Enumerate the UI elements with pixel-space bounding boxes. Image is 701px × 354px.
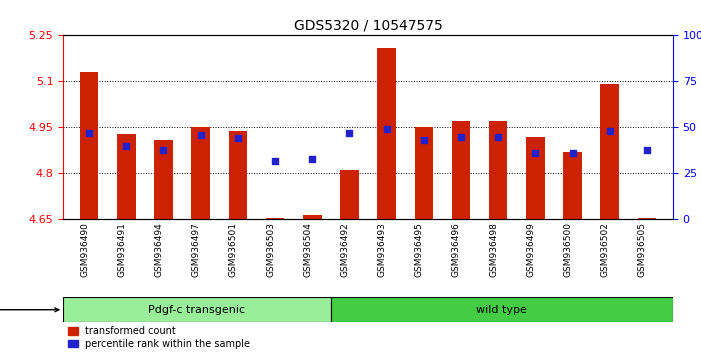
Text: GSM936499: GSM936499: [526, 222, 536, 277]
Text: GSM936497: GSM936497: [191, 222, 200, 277]
Point: [641, 147, 653, 152]
Text: GSM936501: GSM936501: [229, 222, 238, 277]
Text: wild type: wild type: [477, 305, 527, 315]
Point: [456, 134, 467, 139]
Point: [232, 136, 243, 141]
Point: [493, 134, 504, 139]
Text: GSM936494: GSM936494: [154, 222, 163, 277]
Text: GSM936495: GSM936495: [415, 222, 424, 277]
Text: Pdgf-c transgenic: Pdgf-c transgenic: [149, 305, 245, 315]
Bar: [63, 297, 331, 322]
Bar: [340, 170, 359, 219]
Text: GSM936496: GSM936496: [452, 222, 461, 277]
Text: genotype/variation: genotype/variation: [0, 305, 59, 315]
Point: [567, 150, 578, 156]
Point: [604, 128, 615, 134]
Bar: [377, 48, 396, 219]
Bar: [414, 127, 433, 219]
Bar: [451, 121, 470, 219]
Bar: [80, 72, 98, 219]
Point: [269, 158, 280, 164]
Text: GSM936491: GSM936491: [117, 222, 126, 277]
Bar: [229, 131, 247, 219]
Text: GSM936492: GSM936492: [341, 222, 349, 277]
Point: [121, 143, 132, 149]
Text: GSM936504: GSM936504: [304, 222, 312, 277]
Text: GSM936505: GSM936505: [638, 222, 647, 277]
Bar: [601, 85, 619, 219]
Bar: [331, 297, 673, 322]
Bar: [526, 137, 545, 219]
Bar: [117, 133, 135, 219]
Point: [418, 137, 430, 143]
Legend: transformed count, percentile rank within the sample: transformed count, percentile rank withi…: [68, 326, 250, 349]
Text: GSM936503: GSM936503: [266, 222, 275, 277]
Point: [530, 150, 541, 156]
Bar: [489, 121, 508, 219]
Title: GDS5320 / 10547575: GDS5320 / 10547575: [294, 19, 442, 33]
Text: GSM936490: GSM936490: [80, 222, 89, 277]
Bar: [191, 127, 210, 219]
Bar: [564, 152, 582, 219]
Text: GSM936493: GSM936493: [378, 222, 387, 277]
Bar: [266, 218, 285, 219]
Bar: [154, 140, 172, 219]
Point: [343, 130, 355, 136]
Bar: [638, 218, 656, 219]
Point: [83, 130, 95, 136]
Point: [158, 147, 169, 152]
Point: [195, 132, 206, 138]
Point: [381, 126, 393, 132]
Text: GSM936502: GSM936502: [601, 222, 610, 277]
Text: GSM936500: GSM936500: [564, 222, 573, 277]
Bar: [303, 215, 322, 219]
Text: GSM936498: GSM936498: [489, 222, 498, 277]
Point: [306, 156, 318, 161]
